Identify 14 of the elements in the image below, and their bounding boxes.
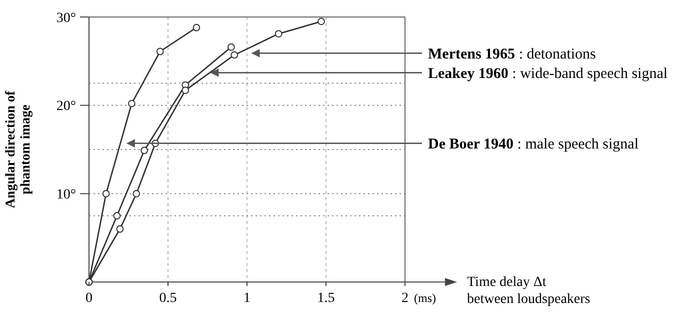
annotation: Leakey 1960 : wide-band speech signal bbox=[428, 66, 668, 82]
x-axis-title: Time delay Δt between loudspeakers bbox=[467, 275, 590, 307]
x-tick-label: 1.5 bbox=[317, 291, 335, 306]
x-tick-label: 1 bbox=[244, 291, 250, 306]
annotation: Mertens 1965 : detonations bbox=[428, 46, 596, 62]
annotation: De Boer 1940 : male speech signal bbox=[428, 136, 639, 153]
x-tick-label: 0 bbox=[86, 291, 92, 306]
y-axis-title: Angular direction of phantom image bbox=[2, 90, 32, 208]
y-tick-label: 20° bbox=[56, 99, 76, 114]
y-tick-label: 30° bbox=[56, 10, 76, 26]
x-tick-label: 0.5 bbox=[159, 291, 177, 306]
x-tick-label: 2 bbox=[402, 291, 408, 306]
y-tick-label: 10° bbox=[56, 188, 76, 203]
text: (ms) bbox=[414, 291, 436, 305]
